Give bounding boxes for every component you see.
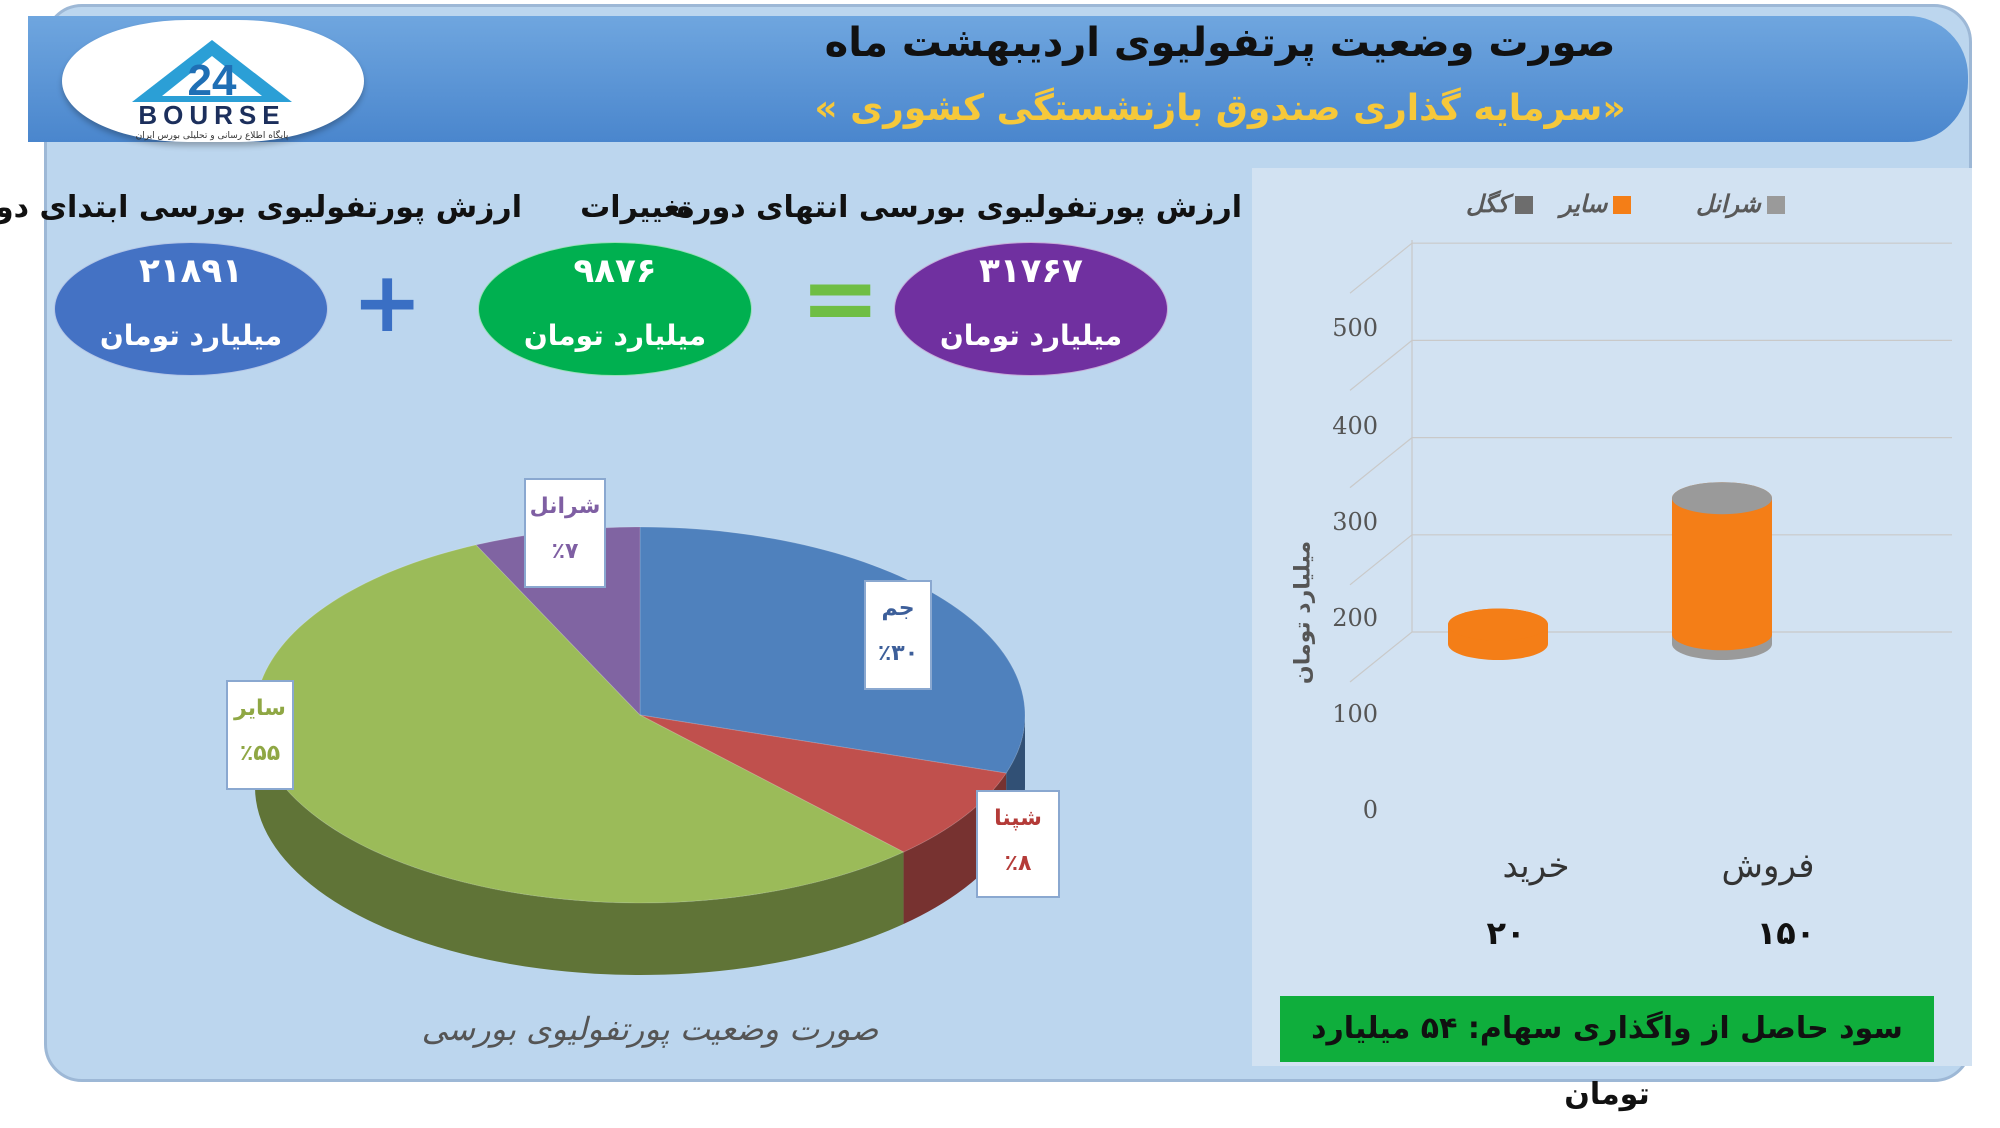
callout-jam: جم ٪۳۰ [864, 580, 932, 690]
svg-text:24: 24 [188, 56, 237, 105]
equals-sign: = [800, 242, 881, 354]
pie-slice-0 [639, 526, 1026, 774]
callout-sayer: سایر ٪۵۵ [226, 680, 294, 790]
end-unit: میلیارد تومان [939, 319, 1123, 352]
logo-graphic: 24 BOURSE پایگاه اطلاع رسانی و تحلیلی بو… [132, 40, 292, 141]
y-tick-100: 100 [1332, 700, 1378, 728]
category-value-buy: ۲۰ [1486, 914, 1526, 952]
profit-banner: سود حاصل از واگذاری سهام: ۵۴ میلیارد توم… [1280, 996, 1934, 1112]
start-value: ۲۱۸۹۱ [139, 251, 243, 291]
page-subtitle: «سرمایه گذاری صندوق بازنشستگی کشوری » [814, 88, 1626, 129]
callout-shepna: شپنا ٪۸ [976, 790, 1060, 898]
pie-slice-1 [639, 714, 1008, 853]
callout-sayer-percent: ٪۵۵ [239, 741, 281, 766]
legend-swatch-orange [1613, 196, 1632, 214]
callout-sharanel: شرانل ٪۷ [524, 478, 606, 588]
callout-shepna-name: شپنا [994, 806, 1042, 831]
category-label-sell: فروش [1721, 846, 1815, 886]
y-tick-500: 500 [1332, 314, 1378, 342]
start-value-label: ارزش پورتفولیوی بورسی ابتدای دوره [0, 190, 522, 225]
category-value-sell: ۱۵۰ [1756, 914, 1816, 952]
y-tick-0: 0 [1362, 796, 1378, 824]
trade-chart-panel [1252, 168, 1972, 1066]
start-unit: میلیارد تومان [99, 319, 283, 352]
legend-swatch-darkgray [1514, 196, 1533, 214]
bar-body [1672, 498, 1772, 651]
end-value-badge: ۳۱۷۶۷ میلیارد تومان [894, 242, 1168, 376]
callout-shepna-percent: ٪۸ [1004, 851, 1032, 876]
legend-label-kegel: کگل [1466, 190, 1509, 218]
bar-cap-0 [1448, 608, 1548, 641]
y-tick-300: 300 [1332, 508, 1378, 536]
end-value: ۳۱۷۶۷ [979, 251, 1083, 291]
bar-cap-1 [1672, 482, 1772, 515]
page-title: صورت وضعیت پرتفولیوی اردیبهشت ماه [824, 20, 1616, 66]
legend-item-sayer: سایر [1560, 190, 1632, 218]
grid-diagonal [1349, 631, 1413, 683]
callout-sharanel-percent: ٪۷ [551, 539, 579, 564]
legend-item-kegel: کگل [1466, 190, 1533, 218]
callout-sayer-name: سایر [234, 696, 286, 721]
pie-chart-caption: صورت وضعیت پورتفولیوی بورسی [421, 1010, 879, 1048]
pie-side-2 [255, 715, 904, 975]
logo-tagline: پایگاه اطلاع رسانی و تحلیلی بورس ایران [136, 129, 289, 141]
change-value-badge: ۹۸۷۶ میلیارد تومان [478, 242, 752, 376]
bourse-logo: 24 BOURSE پایگاه اطلاع رسانی و تحلیلی بو… [62, 20, 364, 142]
callout-jam-name: جم [881, 596, 915, 621]
y-axis-label: میلیارد تومان [1290, 540, 1316, 685]
start-value-badge: ۲۱۸۹۱ میلیارد تومان [54, 242, 328, 376]
plus-sign: + [352, 253, 423, 351]
end-value-label: ارزش پورتفولیوی بورسی انتهای دوره [676, 190, 1242, 225]
grid-diagonal [1349, 437, 1413, 489]
legend-swatch-gray [1766, 196, 1785, 214]
grid-diagonal [1349, 242, 1413, 294]
callout-jam-percent: ٪۳۰ [877, 641, 919, 666]
y-tick-200: 200 [1332, 604, 1378, 632]
trade-bar-chart [1349, 240, 1952, 683]
legend-label-sayer: سایر [1560, 190, 1608, 218]
legend-label-sharanel: شرانل [1696, 190, 1761, 218]
pie-slice-2 [254, 544, 905, 904]
logo-wordmark: BOURSE [138, 100, 285, 130]
change-unit: میلیارد تومان [523, 319, 707, 352]
change-label: تغییرات [580, 190, 692, 225]
y-tick-400: 400 [1332, 412, 1378, 440]
callout-sharanel-name: شرانل [529, 494, 601, 519]
category-label-buy: خرید [1502, 846, 1570, 886]
grid-diagonal [1349, 534, 1413, 586]
grid-diagonal [1349, 339, 1413, 391]
change-value: ۹۸۷۶ [573, 251, 657, 291]
portfolio-pie-chart [254, 526, 1026, 975]
legend-item-sharanel: شرانل [1696, 190, 1785, 218]
